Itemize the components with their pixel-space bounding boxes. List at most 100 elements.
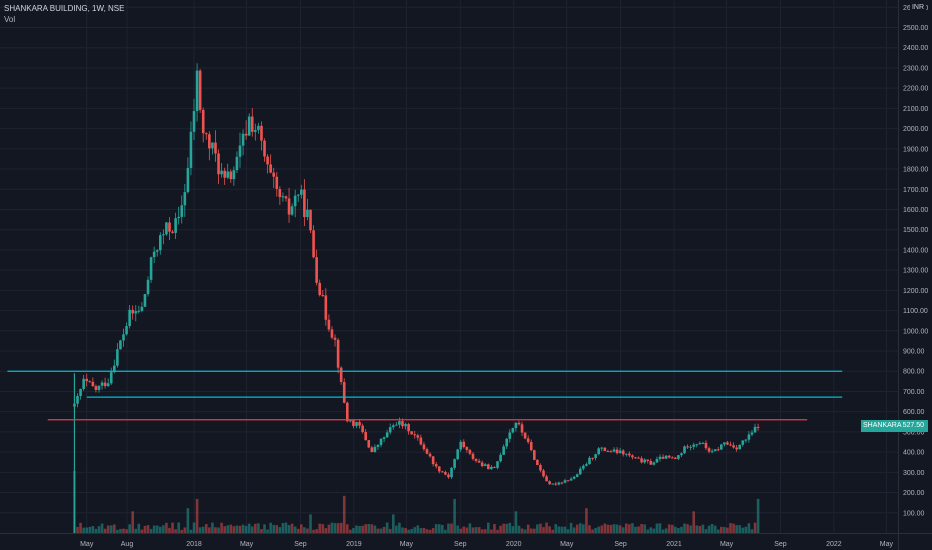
volume-bar — [750, 529, 754, 533]
volume-bar — [710, 524, 714, 533]
candle-body — [723, 442, 726, 445]
candle-body — [152, 251, 156, 258]
candlesticks — [73, 63, 760, 533]
volume-bar — [591, 529, 594, 533]
x-tick-label: 2021 — [666, 541, 682, 548]
candle-body — [379, 438, 383, 445]
y-tick-label: 2100.00 — [903, 106, 928, 113]
volume-bar — [468, 523, 472, 533]
y-tick-label: 700.00 — [903, 389, 925, 396]
volume-bar — [554, 524, 558, 533]
candle-body — [149, 257, 153, 280]
price-axis[interactable]: 100.00 200.00 300.00 400.00 500.00 600.00 700.… — [898, 0, 929, 550]
candle-body — [640, 458, 643, 463]
volume-bar — [713, 525, 717, 533]
volume-bar — [658, 523, 662, 533]
volume-bar — [529, 528, 533, 533]
y-tick-label: 1000.00 — [903, 328, 928, 335]
volume-bar — [128, 524, 131, 533]
horizontal-levels[interactable] — [7, 370, 843, 421]
candle-body — [744, 439, 748, 441]
volume-bar — [428, 529, 432, 533]
volume-bar — [655, 523, 659, 533]
x-tick-label: Sep — [614, 541, 627, 548]
volume-bar — [637, 526, 640, 533]
volume-bar — [336, 523, 340, 533]
candle-body — [563, 480, 567, 483]
volume-bar — [416, 525, 420, 533]
volume-bar — [223, 526, 226, 533]
candle-body — [428, 453, 432, 457]
volume-bar — [450, 523, 453, 533]
candle-body — [165, 222, 168, 235]
candle-body — [431, 456, 435, 465]
volume-bar — [272, 524, 276, 533]
volume-bar — [603, 523, 607, 533]
candle-body — [422, 444, 426, 450]
candle-body — [450, 467, 453, 478]
volume-bar — [131, 511, 135, 533]
candle-body — [119, 340, 122, 350]
volume-bar — [747, 523, 751, 533]
candle-body — [146, 279, 150, 295]
volume-bar — [109, 525, 113, 533]
y-tick-label: 2000.00 — [903, 126, 928, 133]
candle-body — [315, 257, 318, 283]
y-tick-label: 1100.00 — [903, 308, 928, 315]
candle-body — [735, 447, 738, 450]
volume-label[interactable]: Vol — [4, 15, 16, 24]
volume-bar — [364, 524, 367, 533]
volume-bar — [508, 522, 512, 533]
x-tick-label: May — [880, 541, 894, 548]
volume-bar — [563, 526, 567, 533]
volume-bar — [349, 529, 352, 533]
candle-body — [523, 432, 527, 439]
candle-body — [131, 309, 135, 314]
candle-body — [94, 386, 98, 390]
candle-body — [582, 465, 585, 469]
volume-bar — [287, 525, 291, 533]
candle-body — [465, 447, 469, 450]
volume-bar — [260, 529, 263, 533]
volume-bar — [116, 529, 119, 533]
volume-bar — [100, 523, 104, 533]
volume-bar — [459, 528, 463, 533]
candle-body — [238, 145, 242, 157]
candle-body — [511, 428, 515, 433]
candle-body — [358, 422, 361, 426]
candle-body — [474, 458, 478, 461]
candle-body — [637, 457, 640, 459]
volume-bar — [483, 529, 487, 533]
candle-body — [578, 468, 582, 475]
candle-body — [658, 456, 662, 460]
volume-bar — [431, 528, 435, 533]
time-axis[interactable]: May Aug 2018 May Sep 2019 May Sep 2020 May Sep 2021… — [0, 533, 932, 549]
y-tick-label: 2500.00 — [903, 25, 928, 32]
candle-body — [529, 442, 533, 451]
candle-body — [140, 306, 144, 311]
volume-bar — [321, 524, 325, 533]
x-tick-label: Sep — [294, 541, 307, 548]
candle-body — [603, 447, 607, 452]
volume-bar — [738, 525, 742, 533]
volume-bar — [441, 524, 444, 533]
volume-bar — [661, 529, 665, 533]
candle-body — [321, 295, 325, 297]
candle-body — [404, 424, 407, 427]
candle-body — [720, 444, 723, 450]
candle-body — [241, 133, 245, 146]
candle-body — [171, 231, 174, 233]
candle-body — [560, 482, 564, 484]
volume-bar — [649, 527, 653, 533]
volume-bar — [235, 525, 239, 533]
candle-body — [214, 142, 217, 154]
volume-bar — [146, 525, 150, 533]
candle-body — [349, 420, 352, 422]
currency-label[interactable]: INR — [909, 4, 926, 11]
candle-body — [698, 443, 702, 445]
volume-bar — [594, 527, 597, 533]
candle-body — [370, 447, 374, 453]
symbol-title[interactable]: SHANKARA BUILDING, 1W, NSE — [4, 4, 125, 13]
candle-body — [505, 438, 509, 447]
